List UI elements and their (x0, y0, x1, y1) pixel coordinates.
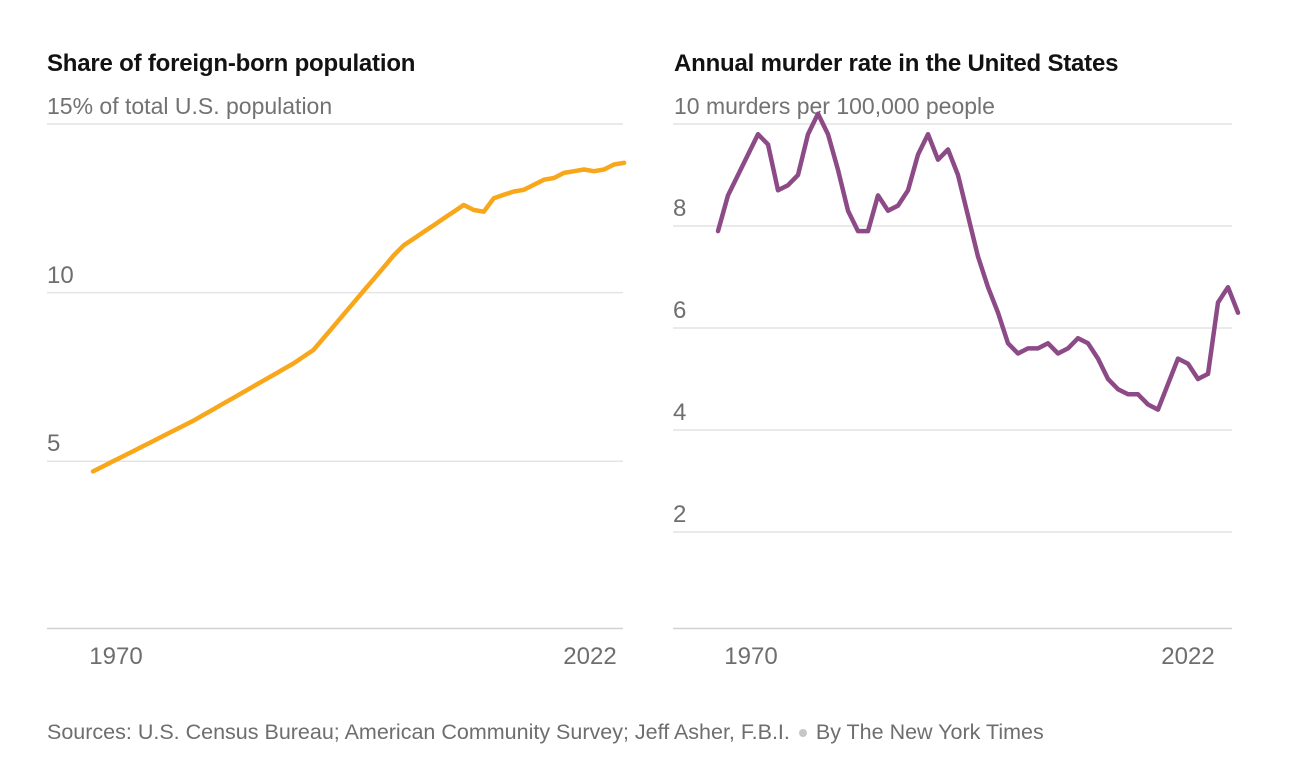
x-axis-tick-label: 1970 (89, 643, 143, 670)
left-chart-title: Share of foreign-born population (47, 50, 416, 77)
sources-text: Sources: U.S. Census Bureau; American Co… (47, 720, 790, 744)
source-footer: Sources: U.S. Census Bureau; American Co… (47, 720, 1044, 745)
left-chart-subtitle: 15% of total U.S. population (47, 93, 333, 119)
right-chart-subtitle: 10 murders per 100,000 people (674, 93, 995, 119)
x-axis-tick-label: 1970 (724, 643, 778, 670)
data-line (715, 111, 1241, 412)
foreign-born-line-chart (47, 123, 627, 630)
y-axis-tick-label: 4 (673, 399, 687, 426)
x-axis-tick-label: 2022 (1161, 643, 1215, 670)
y-axis-tick-label: 6 (673, 297, 687, 324)
y-axis-tick-label: 5 (47, 430, 61, 458)
murder-rate-line-chart (673, 111, 1241, 630)
y-axis-tick-label: 2 (673, 501, 687, 528)
x-axis-tick-label: 2022 (563, 643, 617, 670)
byline-text: By The New York Times (815, 720, 1044, 744)
data-line (90, 160, 627, 474)
separator-dot-icon (798, 728, 807, 737)
y-axis-tick-label: 8 (673, 195, 687, 222)
y-axis-tick-label: 10 (47, 261, 74, 289)
right-chart-title: Annual murder rate in the United States (674, 50, 1119, 77)
